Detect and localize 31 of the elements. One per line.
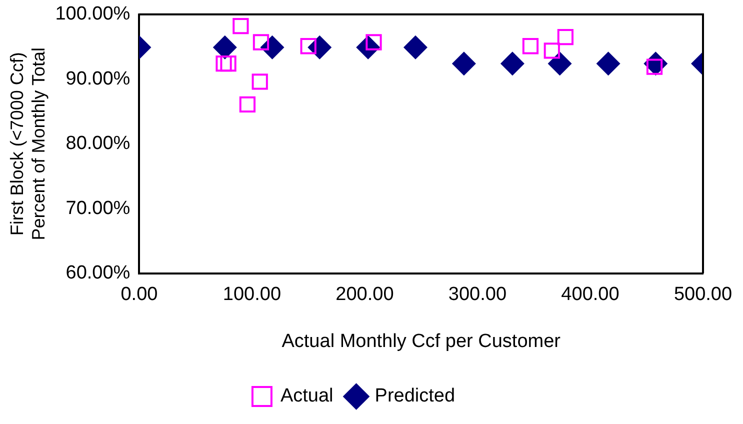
x-tick-label: 100.00 [222,284,282,306]
y-tick-label: 100.00% [55,4,130,25]
point [500,52,524,76]
point [522,38,539,54]
x-tick-label: 500.00 [674,284,732,306]
y-tick-label: 80.00% [66,133,130,154]
x-tick-label: 0.00 [120,284,158,306]
point [548,52,572,76]
point [544,42,560,59]
legend-label: Predicted [374,386,456,407]
point [300,38,316,54]
point [220,56,236,72]
x-axis-title: Actual Monthly Ccf per Customer [282,330,562,352]
point [252,74,268,90]
x-tick-label: 400.00 [561,284,620,306]
point [452,52,476,76]
legend-label: Actual [280,386,334,407]
point [216,56,232,72]
point [212,35,237,60]
point [596,52,620,76]
point [232,18,249,34]
point [557,28,574,46]
point [239,96,256,112]
x-tick-label: 200.00 [336,284,394,306]
x-tick-label: 300.00 [448,284,507,306]
y-tick-label: 60.00% [66,262,130,284]
y-tick-label: 70.00% [66,198,130,219]
y-tick-label: 90.00% [66,68,130,90]
point [403,35,428,60]
point [252,34,270,50]
y-axis-title: First Block (<7000 Ccf) Percent of Monthly Total [6,48,48,240]
